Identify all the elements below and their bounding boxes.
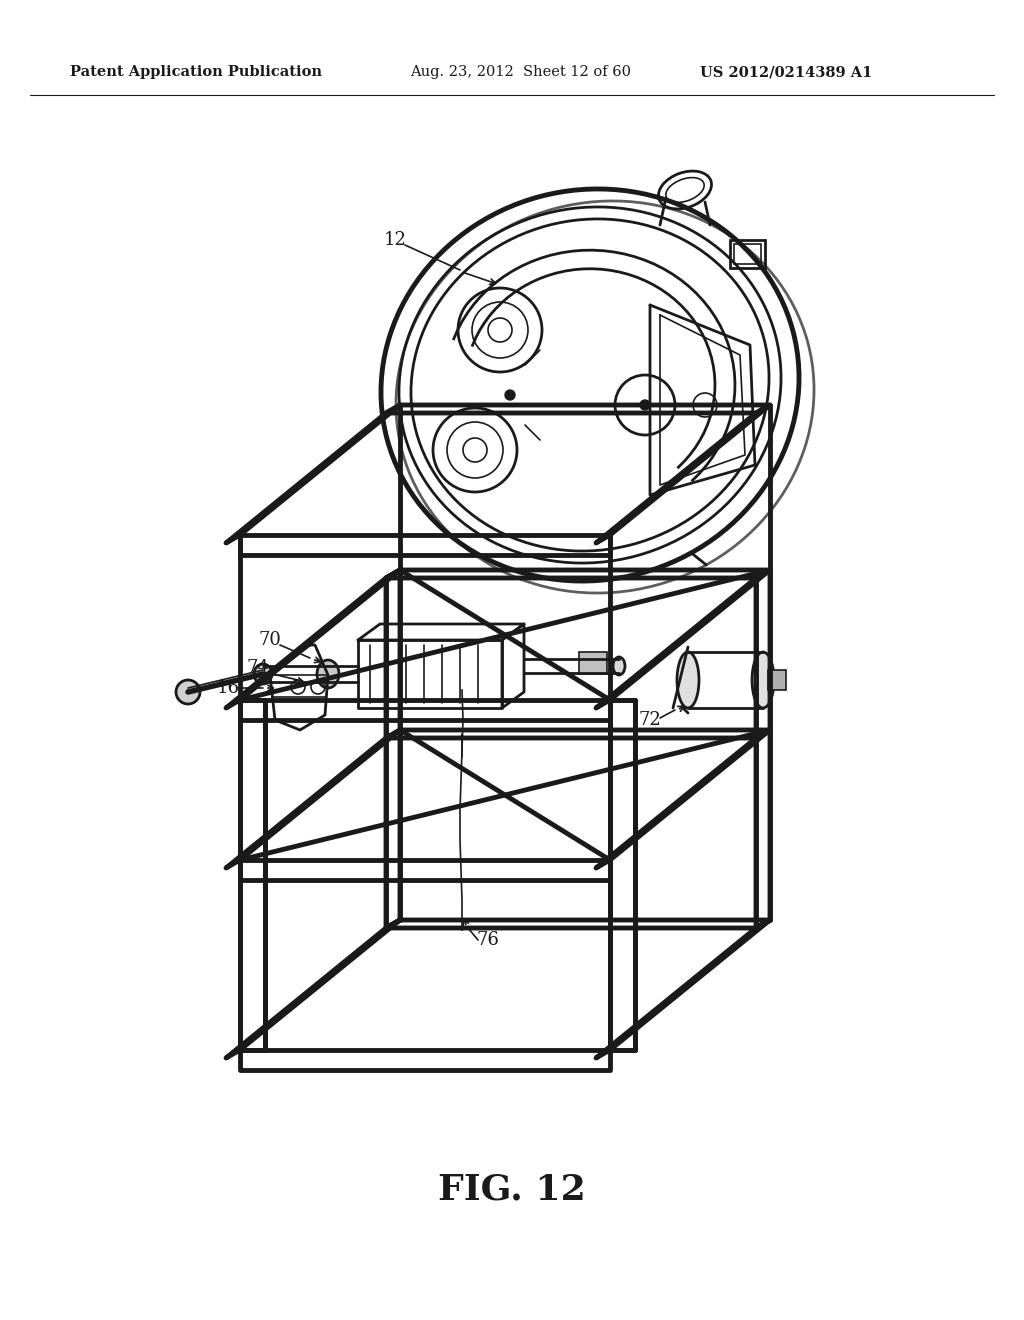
Circle shape: [640, 400, 650, 411]
Ellipse shape: [752, 652, 774, 708]
Text: US 2012/0214389 A1: US 2012/0214389 A1: [700, 65, 872, 79]
Ellipse shape: [317, 660, 339, 688]
Text: 16: 16: [216, 678, 240, 697]
Ellipse shape: [254, 664, 272, 684]
Text: FIG. 12: FIG. 12: [438, 1173, 586, 1206]
Text: 72: 72: [639, 711, 662, 729]
Text: Aug. 23, 2012  Sheet 12 of 60: Aug. 23, 2012 Sheet 12 of 60: [410, 65, 631, 79]
Text: 74: 74: [247, 659, 269, 677]
Text: 70: 70: [259, 631, 282, 649]
Ellipse shape: [677, 652, 699, 708]
Text: 76: 76: [476, 931, 500, 949]
FancyBboxPatch shape: [768, 671, 786, 690]
Text: Patent Application Publication: Patent Application Publication: [70, 65, 322, 79]
Text: 12: 12: [384, 231, 407, 249]
Ellipse shape: [613, 657, 625, 675]
FancyBboxPatch shape: [579, 652, 607, 675]
Circle shape: [176, 680, 200, 704]
Circle shape: [505, 389, 515, 400]
